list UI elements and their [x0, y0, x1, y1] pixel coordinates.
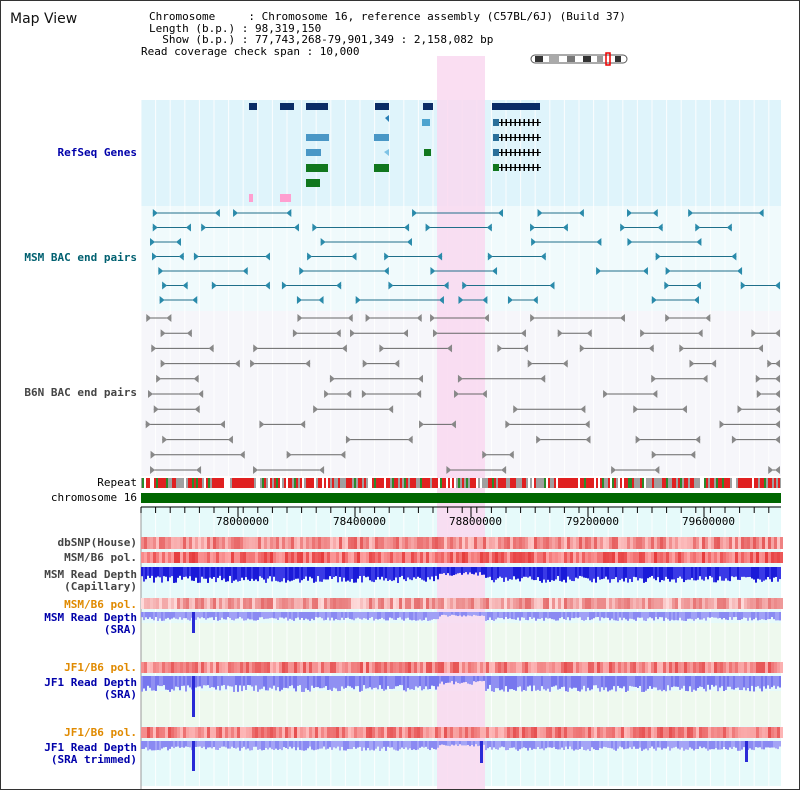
msm-b6-pol-label[interactable]: MSM/B6 pol. — [64, 551, 137, 564]
msm-depth-capillary-label[interactable]: MSM Read Depth (Capillary) — [44, 568, 137, 593]
msm-bac-end-pairs-track[interactable] — [150, 209, 780, 304]
jf1-b6-pol-trimmed-heat-track[interactable] — [141, 727, 783, 738]
chromosome-info: Chromosome : Chromosome 16, reference as… — [149, 10, 626, 23]
msm-read-depth-sra-track[interactable] — [141, 612, 781, 633]
repeat-label: Repeat — [97, 476, 137, 489]
axis-tick-label: 78400000 — [333, 515, 386, 528]
msm-read-depth-capillary-track[interactable] — [141, 567, 781, 583]
chromosome-label: chromosome 16 — [50, 491, 137, 504]
b6n-bac-label[interactable]: B6N BAC end pairs — [24, 386, 137, 399]
msm-b6-pol-heat-track[interactable] — [141, 552, 783, 563]
refseq-genes-label[interactable]: RefSeq Genes — [57, 146, 137, 159]
position-axis: 78000000 78400000 78800000 79200000 79600000 — [140, 506, 781, 789]
jf1-read-depth-trimmed-track[interactable] — [141, 741, 781, 771]
axis-tick-label: 78000000 — [216, 515, 269, 528]
axis-tick-label: 79600000 — [682, 515, 735, 528]
coverage-span-info: Read coverage check span : 10,000 — [141, 44, 360, 58]
refseq-genes-track[interactable] — [249, 103, 541, 202]
chromosome-bar[interactable] — [141, 493, 781, 503]
msm-depth-sra-label[interactable]: MSM Read Depth (SRA) — [44, 611, 137, 636]
msm-b6-pol-sra-heat-track[interactable] — [141, 598, 783, 609]
jf1-depth-trimmed-label[interactable]: JF1 Read Depth (SRA trimmed) — [44, 741, 137, 766]
axis-tick-label: 78800000 — [449, 515, 502, 528]
jf1-depth-sra-label[interactable]: JF1 Read Depth (SRA) — [44, 676, 137, 701]
dbsnp-heat-track[interactable] — [141, 537, 783, 549]
region-info: Chromosome : Chromosome 16, reference as… — [141, 10, 626, 57]
repeat-track-bg — [141, 478, 781, 488]
panel-title: Map View — [10, 11, 78, 27]
b6n-bac-end-pairs-track[interactable] — [145, 314, 780, 474]
chromosome-ideogram[interactable] — [530, 52, 628, 66]
dbsnp-label[interactable]: dbSNP(House) — [57, 536, 137, 549]
jf1-b6-pol-heat-track[interactable] — [141, 662, 783, 673]
axis-tick-label: 79200000 — [566, 515, 619, 528]
show-range-info: Show (b.p.) : 77,743,268-79,901,349 : 2,… — [149, 33, 494, 46]
length-info: Length (b.p.) : 98,319,150 — [149, 21, 322, 35]
msm-b6-pol-sra-label[interactable]: MSM/B6 pol. — [64, 598, 137, 611]
msm-bac-label[interactable]: MSM BAC end pairs — [24, 251, 137, 264]
jf1-read-depth-sra-track[interactable] — [141, 676, 781, 717]
jf1-b6-pol-label[interactable]: JF1/B6 pol. — [64, 661, 137, 674]
repeat-track[interactable] — [142, 478, 780, 488]
jf1-b6-pol-trimmed-label[interactable]: JF1/B6 pol. — [64, 726, 137, 739]
